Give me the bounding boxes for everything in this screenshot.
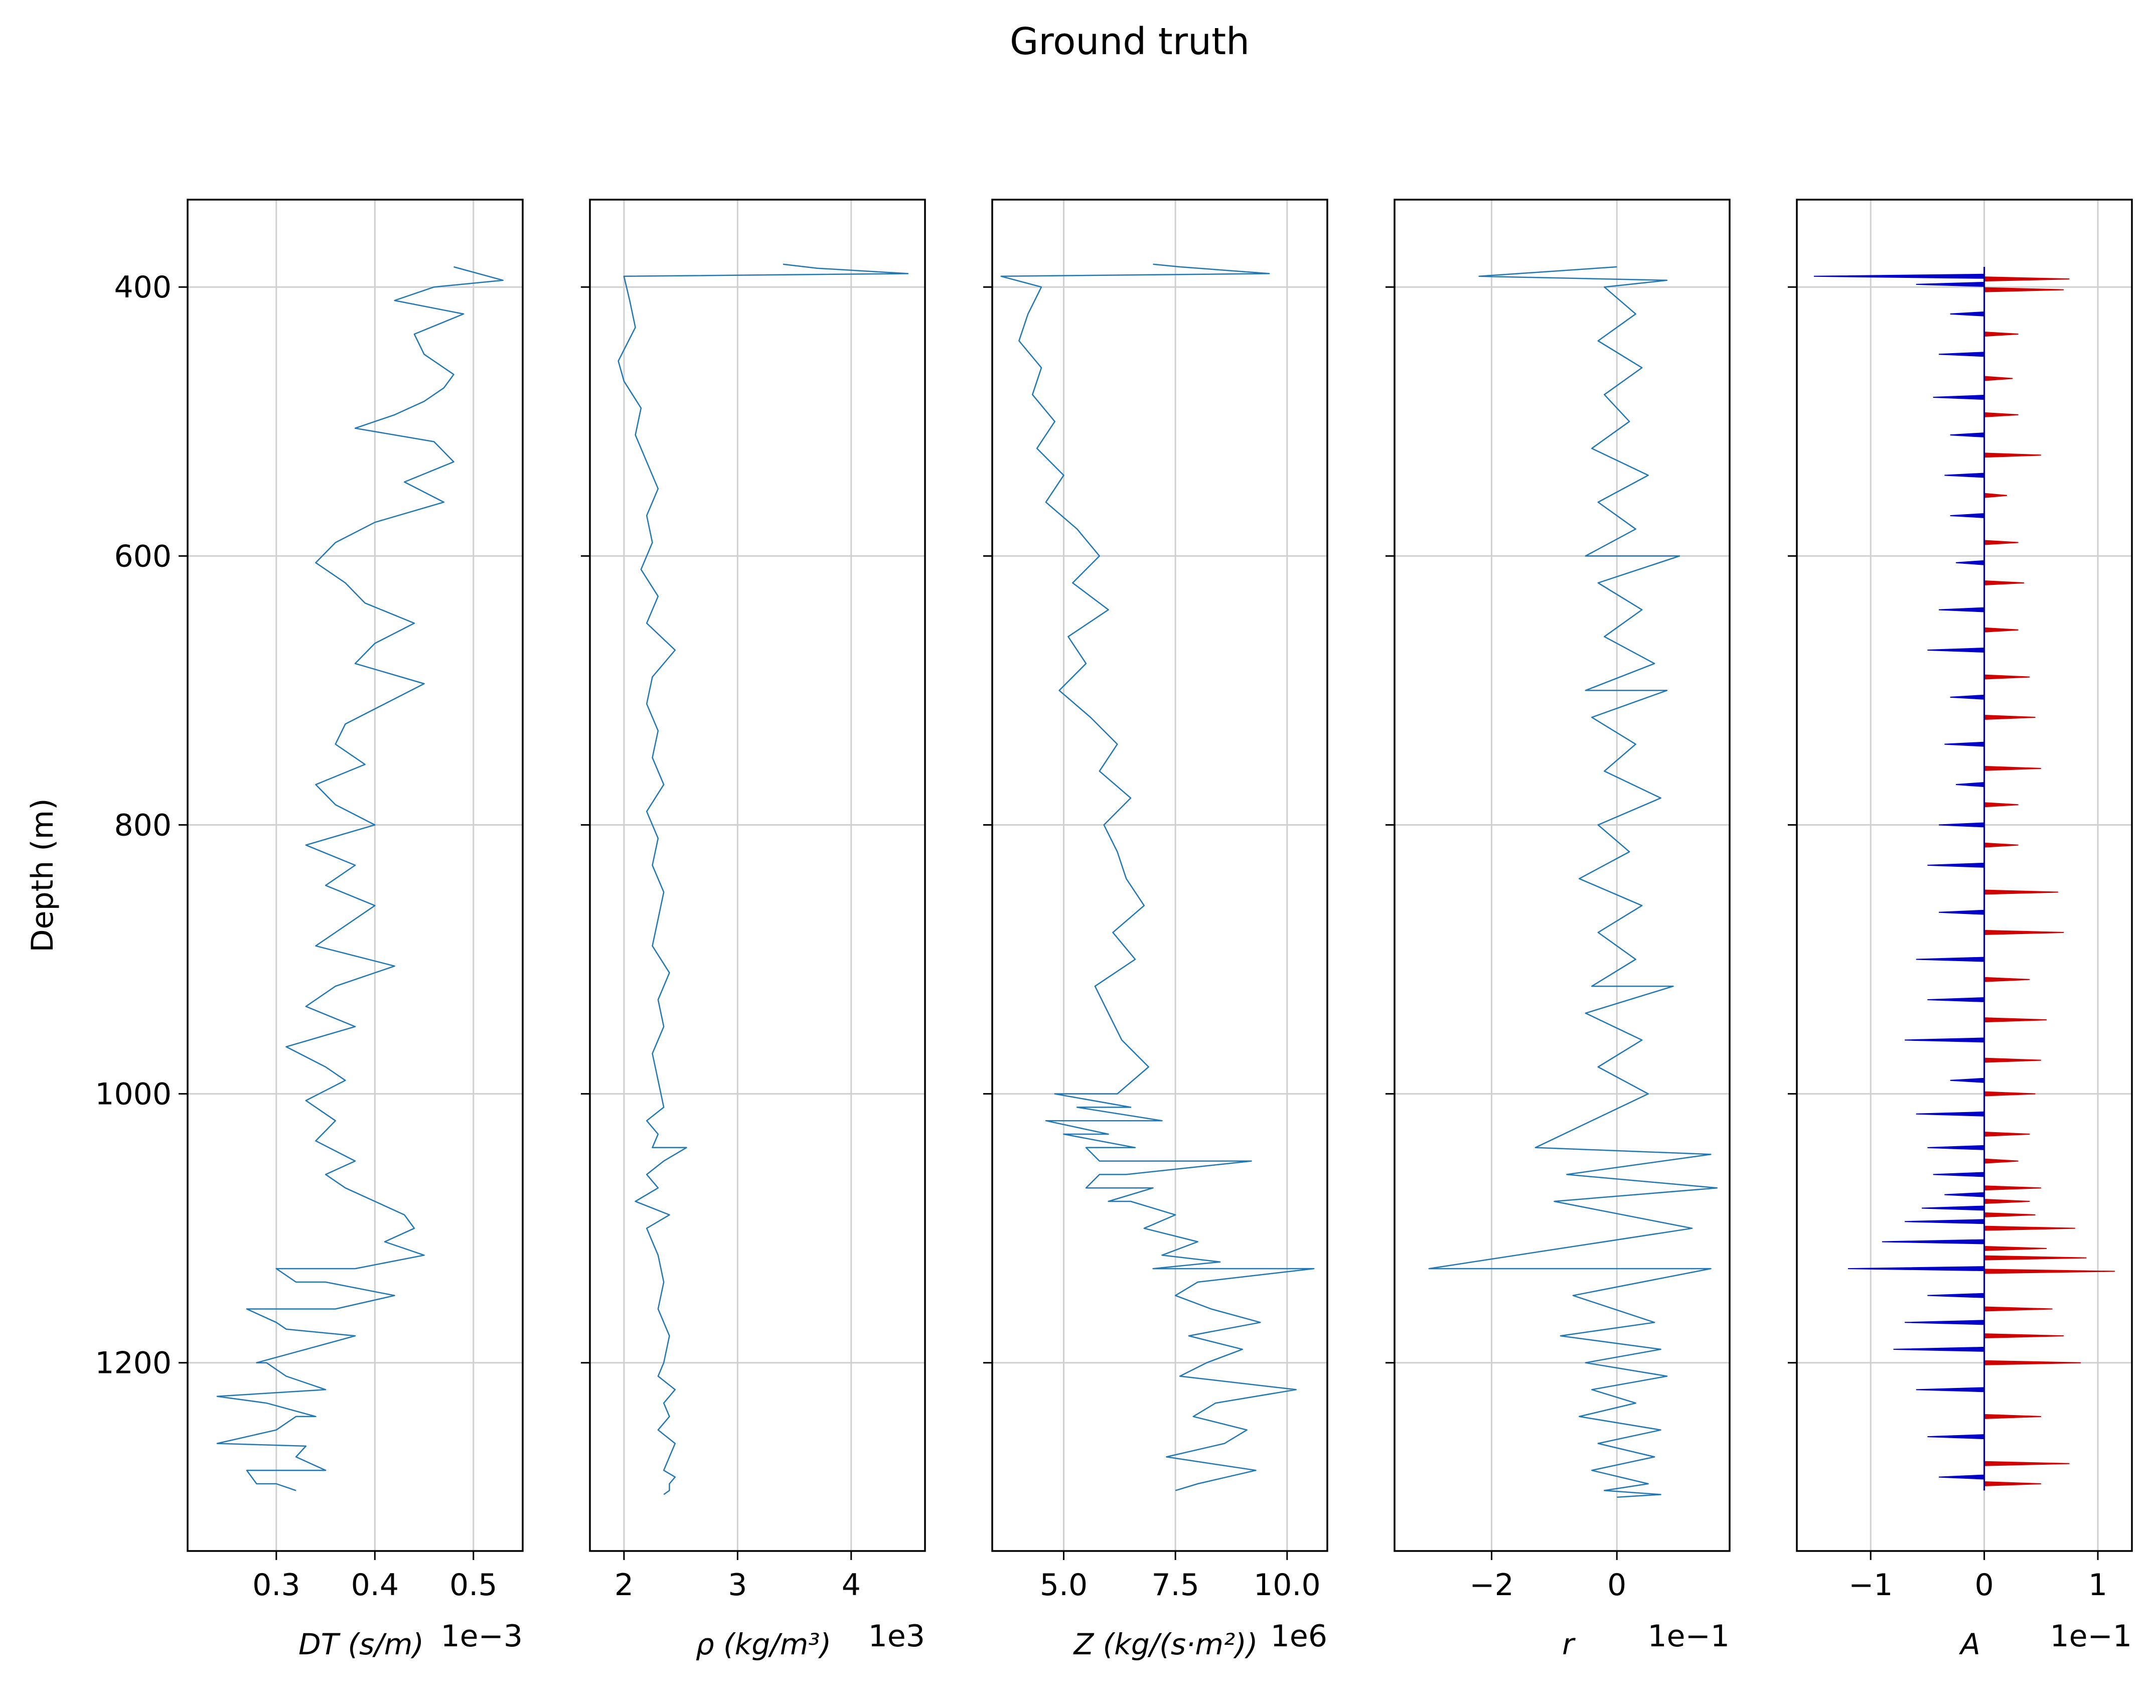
y-tick-label: 600 <box>114 539 172 574</box>
y-tick-label: 400 <box>114 270 172 305</box>
negative-amplitude-fill <box>1813 273 1985 1480</box>
x-tick-label: 2 <box>614 1568 634 1603</box>
axes-frame <box>991 199 1328 1552</box>
x-tick-label: −2 <box>1469 1568 1513 1603</box>
axis-multiplier: 1e6 <box>1271 1619 1327 1654</box>
x-tick-label: 3 <box>728 1568 747 1603</box>
x-axis-label: ρ (kg/m³) <box>696 1627 831 1661</box>
x-tick-label: 7.5 <box>1151 1568 1199 1603</box>
axes-frame <box>1394 199 1731 1552</box>
x-tick-label: 0.4 <box>351 1568 399 1603</box>
axis-multiplier: 1e3 <box>868 1619 925 1654</box>
axis-multiplier: 1e−1 <box>1647 1619 1730 1654</box>
x-tick-label: 0.5 <box>449 1568 497 1603</box>
x-axis-label: Z (kg/(s·m²)) <box>1072 1627 1258 1661</box>
log-curve <box>1000 263 1315 1491</box>
y-tick-label: 1200 <box>95 1346 172 1381</box>
log-curve <box>1428 266 1718 1498</box>
axis-multiplier: 1e−3 <box>440 1619 523 1654</box>
y-tick-label: 1000 <box>95 1077 172 1112</box>
axis-multiplier: 1e−1 <box>2050 1619 2132 1654</box>
x-tick-label: 10.0 <box>1254 1568 1321 1603</box>
panel-2: 2 3 4 ρ (kg/m³) 1e3 <box>581 199 926 1661</box>
x-tick-label: −1 <box>1849 1568 1893 1603</box>
figure-title: Ground truth <box>1010 20 1250 63</box>
x-tick-label: 0 <box>1975 1568 1994 1603</box>
x-tick-label: 0.3 <box>252 1568 300 1603</box>
x-tick-label: 1 <box>2088 1568 2107 1603</box>
y-tick-label: 800 <box>114 808 172 843</box>
axes-frame <box>1796 199 2133 1552</box>
axes-frame <box>589 199 926 1552</box>
x-axis-label: A <box>1958 1627 1980 1661</box>
panel-3: 5.0 7.5 10.0 Z (kg/(s·m²)) 1e6 <box>983 199 1328 1661</box>
x-tick-label: 5.0 <box>1040 1568 1088 1603</box>
panel-4: −2 0r 1e−1 <box>1385 199 1731 1661</box>
positive-amplitude-fill <box>1983 276 2115 1487</box>
x-tick-label: 0 <box>1607 1568 1626 1603</box>
x-axis-label: r <box>1562 1627 1576 1661</box>
panel-5: −1 0 1 A 1e−1 <box>1788 199 2133 1661</box>
log-curve <box>216 266 504 1491</box>
log-curve <box>618 263 909 1495</box>
panel-1: 0.3 0.4 0.5 400 600 800 1000 1200 DT (s/m) 1e−3 <box>95 199 524 1661</box>
x-tick-label: 4 <box>842 1568 861 1603</box>
axes-frame <box>187 199 524 1552</box>
x-axis-label: DT (s/m) <box>298 1627 424 1661</box>
y-axis-label: Depth (m) <box>25 798 60 952</box>
